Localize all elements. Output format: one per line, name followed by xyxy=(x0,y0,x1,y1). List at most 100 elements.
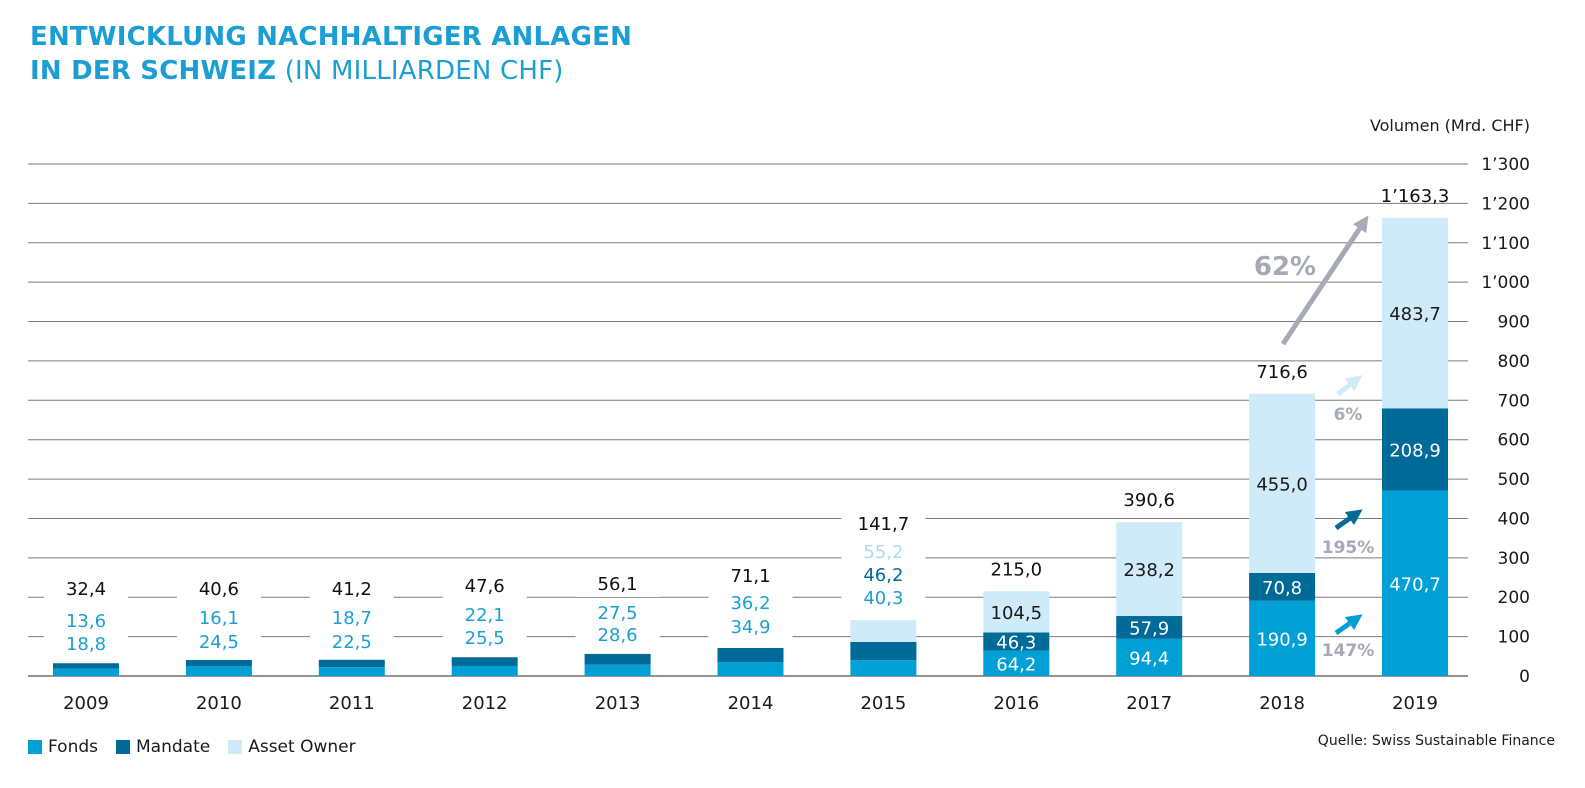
total-label: 40,6 xyxy=(199,579,239,600)
bar-group-2010: 16,1 24,5 40,6 xyxy=(176,576,261,676)
value-label: 104,5 xyxy=(991,603,1043,624)
legend-swatch xyxy=(28,740,42,754)
y-axis-title: Volumen (Mrd. CHF) xyxy=(1370,116,1530,135)
x-tick-label: 2019 xyxy=(1392,693,1438,714)
label-halo xyxy=(44,576,128,602)
legend-label: Mandate xyxy=(136,737,211,757)
title-line-2-unit: (IN MILLIARDEN CHF) xyxy=(284,56,564,86)
bar-segment-asset-owner xyxy=(1249,393,1316,573)
label-halo xyxy=(575,571,660,597)
bar-segment-fonds xyxy=(1249,600,1316,676)
bar-segment-asset-owner xyxy=(1116,522,1183,617)
bar-group-2016: 64,246,3 104,5 215,0 xyxy=(983,559,1050,676)
total-label: 71,1 xyxy=(730,566,770,587)
label-halo xyxy=(442,573,527,599)
label-halo xyxy=(708,563,793,589)
growth-arrow-mandate xyxy=(1334,509,1363,531)
label-halo xyxy=(841,511,926,537)
value-label: 24,5 xyxy=(199,632,239,653)
growth-arrow-total xyxy=(1280,215,1369,346)
value-label: 27,5 xyxy=(598,603,638,624)
x-tick-label: 2010 xyxy=(196,693,242,714)
x-tick-label: 2018 xyxy=(1259,693,1305,714)
bar-group-2018: 190,9 70,8 455,0 716,6 xyxy=(1249,362,1316,676)
label-halo xyxy=(309,606,394,654)
value-label: 208,9 xyxy=(1389,440,1441,461)
value-label: 22,5 xyxy=(332,632,372,653)
y-tick-label: 1’000 xyxy=(1481,273,1530,293)
value-label: 28,6 xyxy=(598,625,638,646)
bar-segment-asset-owner xyxy=(983,591,1050,633)
label-halo xyxy=(309,576,394,602)
x-tick-label: 2014 xyxy=(728,693,774,714)
label-halo xyxy=(708,591,793,639)
total-label: 215,0 xyxy=(991,559,1043,580)
y-tick-label: 1’200 xyxy=(1481,194,1530,214)
x-tick-label: 2015 xyxy=(860,693,906,714)
bar-segment-asset-owner xyxy=(850,620,917,642)
value-label: 455,0 xyxy=(1256,474,1308,495)
x-tick-label: 2017 xyxy=(1126,693,1172,714)
legend-swatch xyxy=(116,740,130,754)
value-label: 55,2 xyxy=(863,542,903,563)
value-label: 483,7 xyxy=(1389,304,1441,325)
legend-label: Fonds xyxy=(48,737,98,757)
value-label: 40,3 xyxy=(863,588,903,609)
label-halo xyxy=(841,540,926,610)
growth-arrow-asset-owner xyxy=(1336,375,1363,396)
growth-arrow-fonds xyxy=(1334,614,1363,636)
x-tick-label: 2013 xyxy=(595,693,641,714)
growth-label-total: 62% xyxy=(1254,252,1316,282)
bar-segment-mandate xyxy=(717,647,784,663)
y-tick-label: 700 xyxy=(1498,391,1530,411)
bar-segment-mandate xyxy=(1382,408,1448,491)
total-label: 32,4 xyxy=(66,579,106,600)
value-label: 18,8 xyxy=(66,634,106,655)
total-label: 47,6 xyxy=(465,576,505,597)
y-tick-label: 900 xyxy=(1498,313,1530,333)
bar-segment-mandate xyxy=(185,660,252,667)
bar-group-2011: 18,7 22,5 41,2 xyxy=(309,576,394,676)
label-halo xyxy=(575,601,660,647)
value-label: 190,9 xyxy=(1256,629,1308,650)
title-line-1: ENTWICKLUNG NACHHALTIGER ANLAGEN xyxy=(30,22,633,52)
y-tick-label: 400 xyxy=(1498,509,1530,529)
total-label: 56,1 xyxy=(598,574,638,595)
value-label: 13,6 xyxy=(66,611,106,632)
value-label: 470,7 xyxy=(1389,574,1441,595)
total-label: 1’163,3 xyxy=(1381,186,1450,207)
value-label: 22,1 xyxy=(465,605,505,626)
y-tick-label: 500 xyxy=(1498,470,1530,490)
bar-segment-mandate xyxy=(983,632,1050,651)
value-label: 46,2 xyxy=(863,565,903,586)
value-label: 57,9 xyxy=(1129,618,1169,639)
value-label: 94,4 xyxy=(1129,648,1169,669)
value-label: 64,2 xyxy=(996,654,1036,675)
bar-segment-fonds xyxy=(717,662,784,676)
bar-segment-fonds xyxy=(1382,490,1448,676)
bar-segment-mandate xyxy=(584,653,651,665)
value-label: 18,7 xyxy=(332,608,372,629)
value-label: 36,2 xyxy=(730,593,770,614)
label-halo xyxy=(44,609,128,656)
growth-label-asset-owner: 6% xyxy=(1334,405,1363,425)
bar-segment-fonds xyxy=(584,664,651,676)
source-note: Quelle: Swiss Sustainable Finance xyxy=(1317,733,1555,749)
value-label: 238,2 xyxy=(1123,560,1175,581)
legend-swatch xyxy=(228,740,243,754)
y-tick-label: 0 xyxy=(1519,667,1530,687)
bar-segment-mandate xyxy=(451,657,518,666)
legend-item-asset-owner: Asset Owner xyxy=(228,737,356,757)
legend-item-fonds: Fonds xyxy=(28,737,98,757)
bar-segment-mandate xyxy=(1249,572,1316,601)
y-tick-label: 1’100 xyxy=(1481,234,1530,254)
bar-segment-fonds xyxy=(983,650,1050,676)
label-halo xyxy=(442,603,527,650)
y-tick-label: 800 xyxy=(1498,352,1530,372)
x-tick-label: 2016 xyxy=(993,693,1039,714)
growth-label-fonds: 147% xyxy=(1322,641,1375,661)
total-label: 141,7 xyxy=(858,514,910,535)
value-label: 34,9 xyxy=(730,617,770,638)
y-tick-label: 100 xyxy=(1498,628,1530,648)
